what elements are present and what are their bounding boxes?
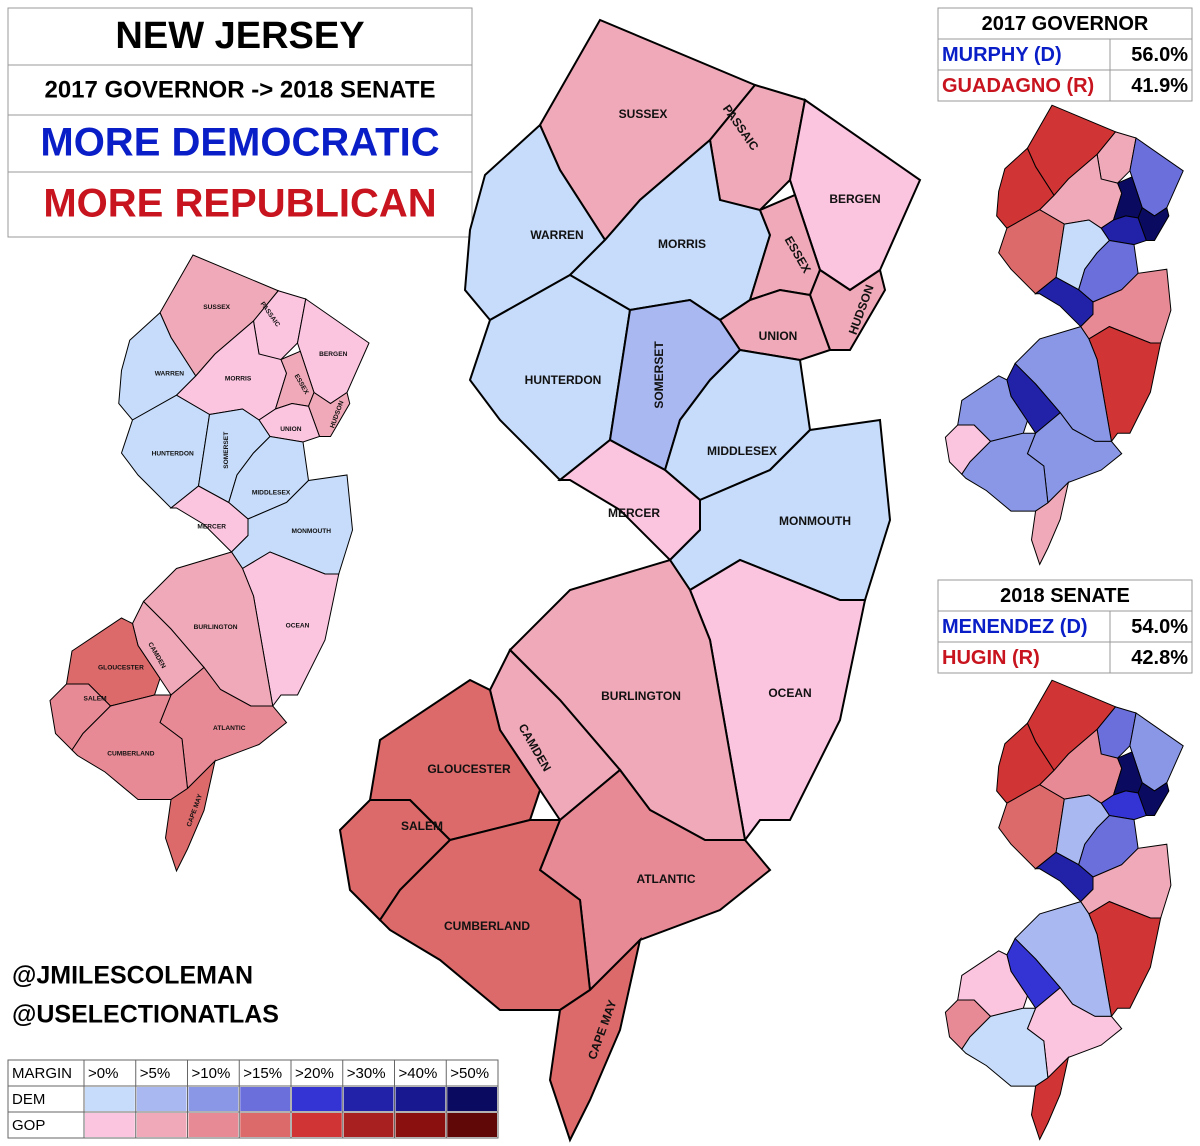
county-label: UNION (280, 426, 301, 433)
legend-swatch (395, 1113, 446, 1137)
legend-swatch (343, 1087, 394, 1111)
county-label: MONMOUTH (779, 514, 851, 528)
county-label: CUMBERLAND (444, 919, 530, 933)
legend-swatch (136, 1113, 187, 1137)
county-label: MONMOUTH (291, 528, 331, 535)
results-box (937, 579, 1193, 674)
county-label: MORRIS (225, 376, 252, 383)
dem-label: MORE DEMOCRATIC (40, 121, 439, 165)
county-label: SUSSEX (619, 107, 668, 121)
candidate: MENENDEZ (D) (942, 616, 1088, 638)
legend-swatch (292, 1113, 342, 1137)
legend-header: MARGIN (12, 1065, 72, 1082)
legend-bin: >5% (140, 1065, 170, 1082)
legend-bin: >30% (347, 1065, 386, 1082)
county (1030, 1055, 1070, 1141)
county-label: MERCER (608, 506, 660, 520)
legend-bin: >40% (399, 1065, 438, 1082)
legend-swatch (447, 1087, 497, 1111)
candidate: MURPHY (D) (942, 44, 1062, 66)
county-label: HUNTERDON (525, 373, 602, 387)
legend-row-label: GOP (12, 1117, 45, 1134)
legend-bin: >15% (243, 1065, 282, 1082)
legend-swatch (395, 1087, 446, 1111)
county-label: SOMERSET (223, 432, 230, 469)
county-label: MIDDLESEX (707, 444, 777, 458)
county-label: SALEM (84, 696, 108, 703)
legend-swatch (447, 1113, 497, 1137)
legend-swatch (343, 1113, 394, 1137)
legend-bin: >20% (295, 1065, 334, 1082)
county-label: MERCER (197, 523, 226, 530)
county-map (944, 679, 1184, 1141)
county-label: OCEAN (286, 622, 310, 629)
county-label: BURLINGTON (194, 624, 238, 631)
legend-swatch (240, 1087, 290, 1111)
county-label: MORRIS (658, 237, 706, 251)
legend-bin: >10% (192, 1065, 231, 1082)
county-label: SOMERSET (652, 341, 666, 409)
county-label: MIDDLESEX (252, 489, 291, 496)
county (548, 936, 642, 1143)
results-title: 2018 SENATE (1000, 585, 1130, 607)
legend-swatch (136, 1087, 187, 1111)
county-label: WARREN (155, 371, 185, 378)
county-label: BERGEN (319, 351, 347, 358)
county-label: HUNTERDON (152, 450, 194, 457)
credit: @JMILESCOLEMAN (12, 962, 253, 990)
candidate: GUADAGNO (R) (942, 75, 1094, 97)
county-label: CUMBERLAND (107, 751, 154, 758)
legend-bin: >50% (450, 1065, 489, 1082)
legend-swatch (188, 1113, 239, 1137)
credit: @USELECTIONATLAS (12, 1001, 279, 1029)
legend-bin: >0% (88, 1065, 118, 1082)
results-box (937, 7, 1193, 102)
legend-swatch (292, 1087, 342, 1111)
legend-swatch (188, 1087, 239, 1111)
title-box (7, 7, 473, 238)
county-label: ATLANTIC (213, 725, 246, 732)
county-label: WARREN (530, 228, 583, 242)
county (164, 759, 216, 873)
county (1030, 480, 1070, 566)
county-map (944, 104, 1184, 566)
subtitle: 2017 GOVERNOR -> 2018 SENATE (44, 76, 435, 103)
candidate: HUGIN (R) (942, 647, 1040, 669)
legend-row-label: DEM (12, 1091, 45, 1108)
county-label: SUSSEX (203, 304, 230, 311)
county-label: ATLANTIC (636, 872, 695, 886)
county-label: UNION (759, 329, 798, 343)
county-label: BERGEN (829, 192, 880, 206)
gop-label: MORE REPUBLICAN (43, 182, 436, 226)
county-label: OCEAN (768, 686, 811, 700)
results-title: 2017 GOVERNOR (982, 13, 1149, 35)
vote-share: 56.0% (1131, 44, 1188, 66)
legend-swatch (240, 1113, 290, 1137)
vote-share: 42.8% (1131, 647, 1188, 669)
title: NEW JERSEY (115, 15, 364, 57)
legend-swatch (85, 1087, 135, 1111)
vote-share: 54.0% (1131, 616, 1188, 638)
vote-share: 41.9% (1131, 75, 1188, 97)
legend-swatch (85, 1113, 135, 1137)
county-label: GLOUCESTER (427, 762, 511, 776)
county-label: SALEM (401, 819, 443, 833)
county-label: BURLINGTON (601, 689, 681, 703)
county-label: GLOUCESTER (98, 664, 144, 671)
